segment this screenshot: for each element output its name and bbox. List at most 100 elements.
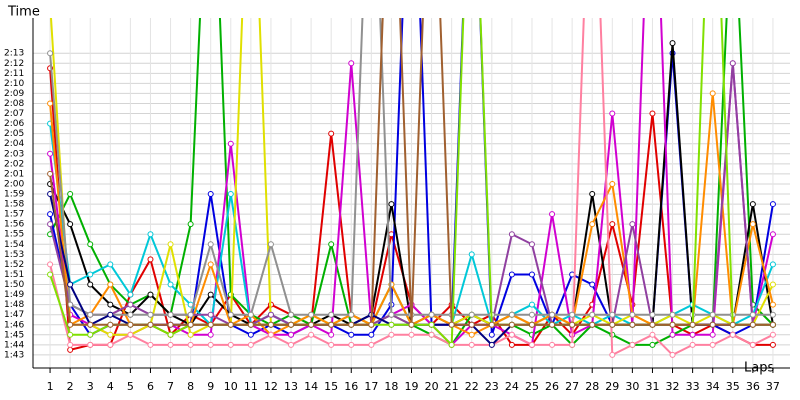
point bbox=[167, 311, 174, 318]
plot-area bbox=[47, 18, 776, 358]
point bbox=[488, 321, 495, 328]
x-tick-label: 2 bbox=[67, 380, 74, 393]
point bbox=[288, 321, 295, 328]
y-tick-label: 2:12 bbox=[4, 59, 24, 69]
point bbox=[147, 231, 154, 238]
x-tick-label: 20 bbox=[425, 380, 439, 393]
x-tick-label: 23 bbox=[485, 380, 499, 393]
point bbox=[749, 341, 756, 348]
point bbox=[729, 321, 736, 328]
point bbox=[87, 331, 94, 338]
x-tick-label: 18 bbox=[384, 380, 398, 393]
point bbox=[207, 311, 214, 318]
point bbox=[47, 100, 54, 107]
point bbox=[649, 311, 656, 318]
point bbox=[47, 261, 54, 268]
point bbox=[508, 231, 515, 238]
y-tick-label: 2:13 bbox=[4, 49, 24, 59]
point bbox=[187, 311, 194, 318]
y-tick-label: 2:08 bbox=[4, 99, 24, 109]
point bbox=[87, 311, 94, 318]
point bbox=[207, 331, 214, 338]
point bbox=[127, 311, 134, 318]
point bbox=[67, 346, 74, 353]
point bbox=[749, 321, 756, 328]
x-tick-label: 15 bbox=[324, 380, 338, 393]
point bbox=[267, 331, 274, 338]
y-tick-label: 1:50 bbox=[4, 280, 24, 290]
point bbox=[448, 321, 455, 328]
x-tick-label: 21 bbox=[445, 380, 459, 393]
point bbox=[107, 281, 114, 288]
point bbox=[47, 150, 54, 157]
y-tick-label: 1:58 bbox=[4, 200, 24, 210]
x-tick-label: 10 bbox=[224, 380, 238, 393]
x-tick-label: 28 bbox=[585, 380, 599, 393]
y-tick-label: 2:10 bbox=[4, 79, 24, 89]
point bbox=[308, 311, 315, 318]
point bbox=[629, 321, 636, 328]
point bbox=[47, 271, 54, 278]
point bbox=[729, 331, 736, 338]
point bbox=[388, 311, 395, 318]
point bbox=[267, 311, 274, 318]
point bbox=[549, 321, 556, 328]
point bbox=[368, 341, 375, 348]
y-axis-label: Time bbox=[7, 5, 40, 20]
x-tick-label: 29 bbox=[605, 380, 619, 393]
point bbox=[87, 321, 94, 328]
point bbox=[167, 331, 174, 338]
point bbox=[207, 291, 214, 298]
point bbox=[629, 311, 636, 318]
point bbox=[127, 301, 134, 308]
y-tick-label: 2:02 bbox=[4, 159, 24, 169]
x-tick-label: 27 bbox=[565, 380, 579, 393]
x-tick-label: 14 bbox=[304, 380, 318, 393]
point bbox=[127, 321, 134, 328]
point bbox=[147, 341, 154, 348]
point bbox=[769, 341, 776, 348]
point bbox=[669, 351, 676, 358]
point bbox=[87, 241, 94, 248]
point bbox=[247, 321, 254, 328]
point bbox=[589, 321, 596, 328]
x-tick-label: 12 bbox=[264, 380, 278, 393]
y-tick-label: 2:06 bbox=[4, 119, 24, 129]
point bbox=[67, 331, 74, 338]
x-tick-label: 7 bbox=[167, 380, 174, 393]
x-tick-label: 9 bbox=[207, 380, 214, 393]
y-tick-label: 2:01 bbox=[4, 169, 24, 179]
point bbox=[769, 231, 776, 238]
point bbox=[589, 281, 596, 288]
x-tick-label: 6 bbox=[147, 380, 154, 393]
y-tick-label: 1:57 bbox=[4, 210, 24, 220]
x-tick-label: 11 bbox=[244, 380, 258, 393]
x-tick-label: 33 bbox=[686, 380, 700, 393]
x-tick-label: 17 bbox=[364, 380, 378, 393]
x-tick-label: 4 bbox=[107, 380, 114, 393]
point bbox=[207, 321, 214, 328]
x-tick-label: 22 bbox=[465, 380, 479, 393]
point bbox=[227, 191, 234, 198]
point bbox=[368, 331, 375, 338]
point bbox=[328, 130, 335, 137]
point bbox=[67, 221, 74, 228]
point bbox=[669, 40, 676, 47]
y-tick-label: 2:03 bbox=[4, 149, 24, 159]
point bbox=[167, 241, 174, 248]
y-tick-label: 1:43 bbox=[4, 350, 24, 360]
point bbox=[207, 241, 214, 248]
y-tick-label: 1:53 bbox=[4, 250, 24, 260]
point bbox=[488, 341, 495, 348]
point bbox=[769, 331, 776, 338]
point bbox=[569, 321, 576, 328]
point bbox=[609, 351, 616, 358]
x-tick-label: 3 bbox=[87, 380, 94, 393]
point bbox=[508, 271, 515, 278]
y-tick-label: 1:44 bbox=[4, 340, 24, 350]
point bbox=[207, 341, 214, 348]
point bbox=[388, 331, 395, 338]
point bbox=[147, 321, 154, 328]
point bbox=[348, 341, 355, 348]
